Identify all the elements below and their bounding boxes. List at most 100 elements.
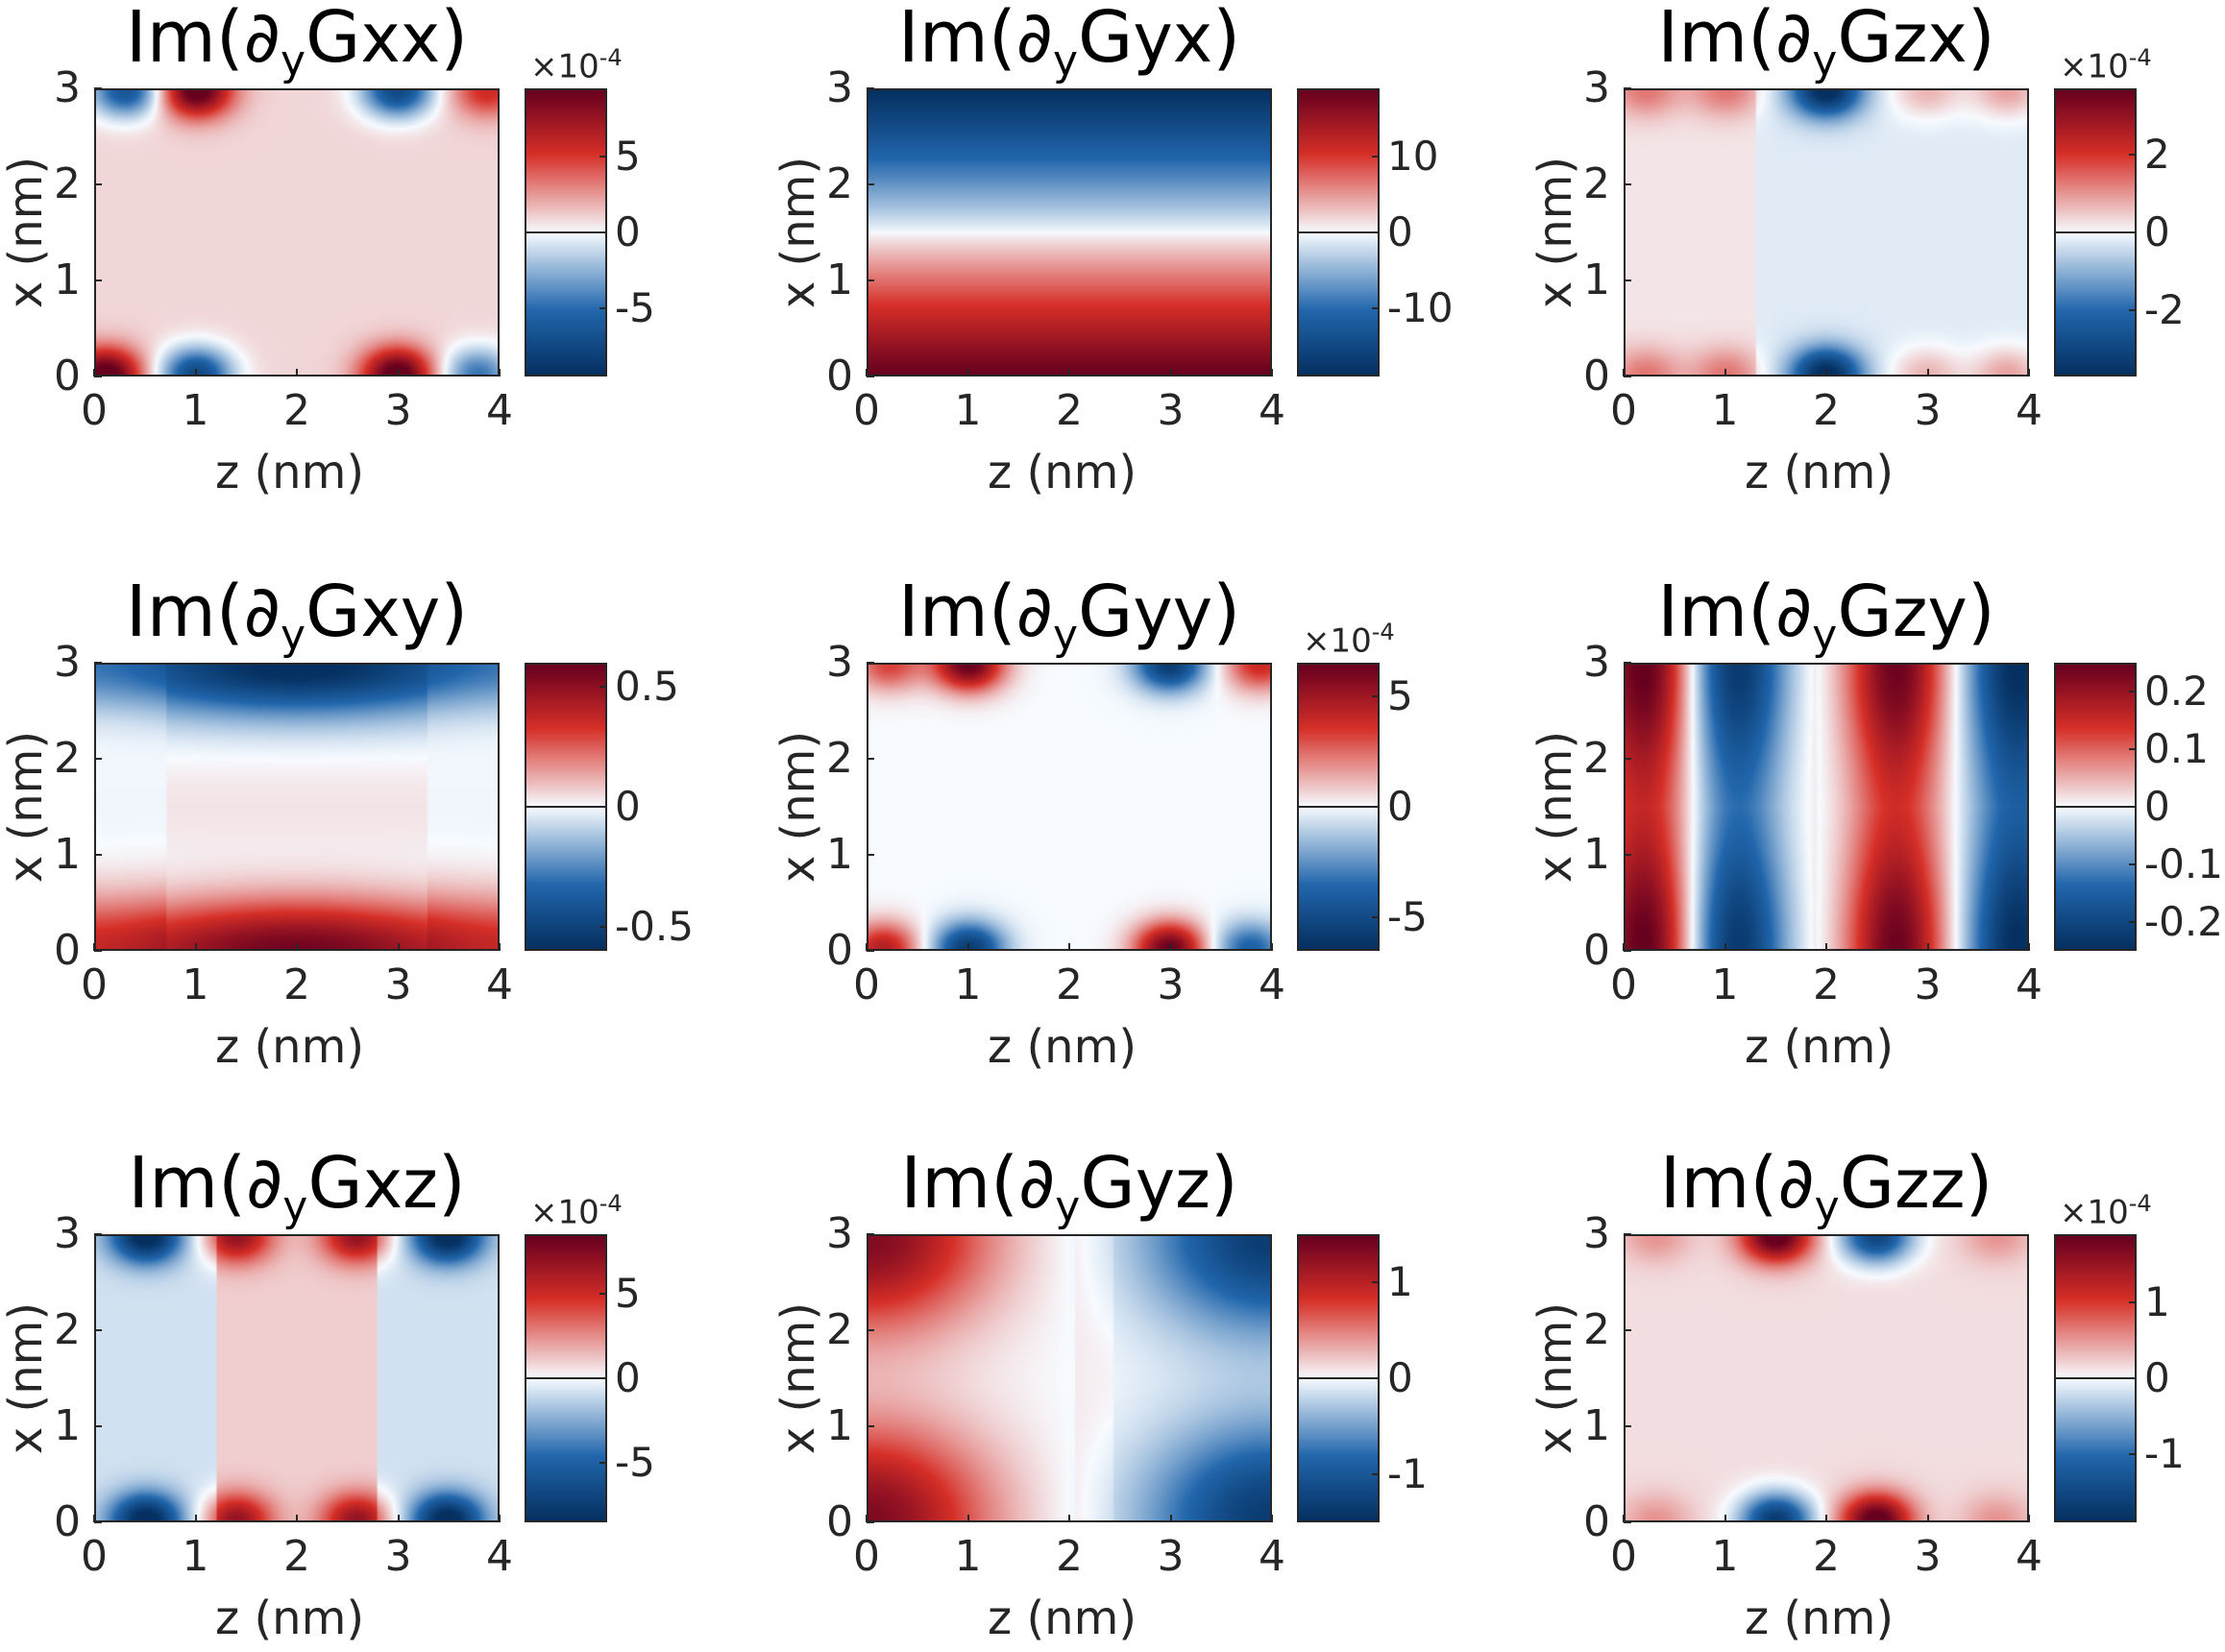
colorbar-tick-label: 5 <box>615 1269 641 1317</box>
x-axis-label: z (nm) <box>215 1591 365 1645</box>
colorbar-tick-label: -1 <box>1387 1450 1428 1497</box>
y-tick-label: 2 <box>54 1305 81 1354</box>
colorbar-multiplier: ×10-4 <box>2060 1192 2152 1228</box>
x-tick-label: 1 <box>1711 960 1739 1009</box>
x-axis-label: z (nm) <box>215 1020 365 1074</box>
heatmap-image <box>868 90 1270 375</box>
colorbar-tick-mark <box>2129 748 2137 750</box>
heatmap-image <box>1626 90 2027 375</box>
colorbar-tick-label: 0 <box>615 1354 641 1401</box>
chart-title: Im(∂yGzz) <box>1634 1148 2018 1228</box>
x-tick-label: 3 <box>1914 960 1942 1009</box>
title-close: ) <box>440 0 469 79</box>
colorbar-tick-mark <box>2129 1377 2137 1379</box>
y-tick-label: 3 <box>54 638 81 687</box>
y-axis-label: x (nm) <box>1528 730 1582 884</box>
title-close: ) <box>440 571 469 653</box>
colorbar-tick-label: -0.2 <box>2144 898 2223 945</box>
y-tick-label: 3 <box>826 63 853 112</box>
y-tick-mark <box>94 1425 102 1427</box>
title-idx: yx <box>1133 0 1213 78</box>
x-axis-label: z (nm) <box>215 446 365 499</box>
y-tick-label: 2 <box>1583 159 1610 208</box>
colorbar-tick-label: 2 <box>2144 130 2170 178</box>
x-tick-mark <box>1271 369 1273 377</box>
y-axis-label: x (nm) <box>771 1301 825 1455</box>
y-tick-label: 1 <box>54 1401 81 1450</box>
x-axis-label: z (nm) <box>988 1020 1137 1074</box>
colorbar-zero-line <box>525 806 607 808</box>
colorbar-tick-mark <box>1372 1281 1380 1283</box>
x-tick-label: 2 <box>1813 1532 1840 1581</box>
heatmap-plot-area <box>94 88 500 377</box>
title-close: ) <box>1967 571 1995 653</box>
y-axis-label: x (nm) <box>1528 156 1582 309</box>
chart-title: Im(∂yGzx) <box>1634 2 2018 83</box>
title-close: ) <box>1212 571 1241 653</box>
colorbar-tick-label: 1 <box>1387 1258 1413 1305</box>
heatmap-plot-area <box>867 1234 1272 1522</box>
x-tick-label: 2 <box>1056 1532 1083 1581</box>
colorbar-tick-mark <box>2129 1301 2137 1304</box>
y-tick-label: 1 <box>1583 255 1610 304</box>
x-tick-mark <box>1068 943 1070 951</box>
y-tick-mark <box>867 854 874 856</box>
colorbar-tick-label: 0 <box>2144 208 2170 255</box>
x-tick-label: 3 <box>384 960 412 1009</box>
y-tick-label: 0 <box>54 1497 81 1546</box>
x-tick-mark <box>1724 1515 1726 1522</box>
x-tick-label: 0 <box>853 1532 880 1581</box>
colorbar-tick-label: 0.2 <box>2144 668 2209 715</box>
chart-title: Im(∂yGxz) <box>105 1148 489 1228</box>
x-tick-mark <box>1169 1515 1172 1522</box>
y-tick-label: 0 <box>826 926 853 975</box>
title-prefix: Im(∂ <box>125 571 281 653</box>
y-tick-mark <box>94 1329 102 1331</box>
y-axis-label: x (nm) <box>0 156 53 309</box>
colorbar-tick-mark <box>1372 1473 1380 1475</box>
title-g: G <box>307 1142 363 1225</box>
multiplier-base: ×10 <box>530 1193 599 1232</box>
colorbar-tick-label: 5 <box>615 133 641 181</box>
colorbar-tick-label: -5 <box>615 1439 655 1487</box>
title-close: ) <box>1212 0 1241 79</box>
y-tick-mark <box>94 279 102 281</box>
colorbar-tick-label: -1 <box>2144 1429 2185 1477</box>
multiplier-exponent: -4 <box>599 1190 623 1217</box>
y-tick-label: 1 <box>54 255 81 304</box>
x-tick-mark <box>1926 943 1929 951</box>
y-tick-label: 2 <box>826 1305 853 1354</box>
multiplier-exponent: -4 <box>1371 619 1395 645</box>
x-tick-mark <box>1169 369 1172 377</box>
y-tick-label: 0 <box>1583 926 1610 975</box>
multiplier-base: ×10 <box>530 47 599 86</box>
x-tick-mark <box>1724 943 1726 951</box>
x-tick-label: 2 <box>283 386 310 435</box>
title-g: G <box>1837 0 1893 79</box>
x-tick-label: 1 <box>954 1532 982 1581</box>
multiplier-exponent: -4 <box>2128 44 2152 71</box>
x-tick-mark <box>499 943 501 951</box>
x-tick-mark <box>1169 943 1172 951</box>
y-tick-mark <box>867 662 874 664</box>
colorbar-tick-mark <box>599 926 607 928</box>
heatmap-plot-area <box>1624 663 2029 951</box>
multiplier-base: ×10 <box>2060 47 2129 86</box>
multiplier-exponent: -4 <box>2128 1190 2152 1217</box>
y-tick-label: 1 <box>826 830 853 879</box>
y-tick-label: 3 <box>54 1209 81 1258</box>
heatmap-image <box>1626 665 2027 949</box>
title-close: ) <box>1210 1142 1238 1225</box>
colorbar-tick-mark <box>1372 1377 1380 1379</box>
colorbar-tick-label: 0 <box>2144 1354 2170 1401</box>
x-tick-label: 0 <box>853 386 880 435</box>
y-tick-label: 3 <box>826 638 853 687</box>
title-g: G <box>1078 0 1134 79</box>
x-tick-mark <box>194 943 197 951</box>
x-tick-mark <box>296 369 298 377</box>
y-tick-label: 3 <box>1583 1209 1610 1258</box>
x-tick-mark <box>499 369 501 377</box>
colorbar-multiplier: ×10-4 <box>530 1192 623 1228</box>
title-g: G <box>1839 1142 1895 1225</box>
